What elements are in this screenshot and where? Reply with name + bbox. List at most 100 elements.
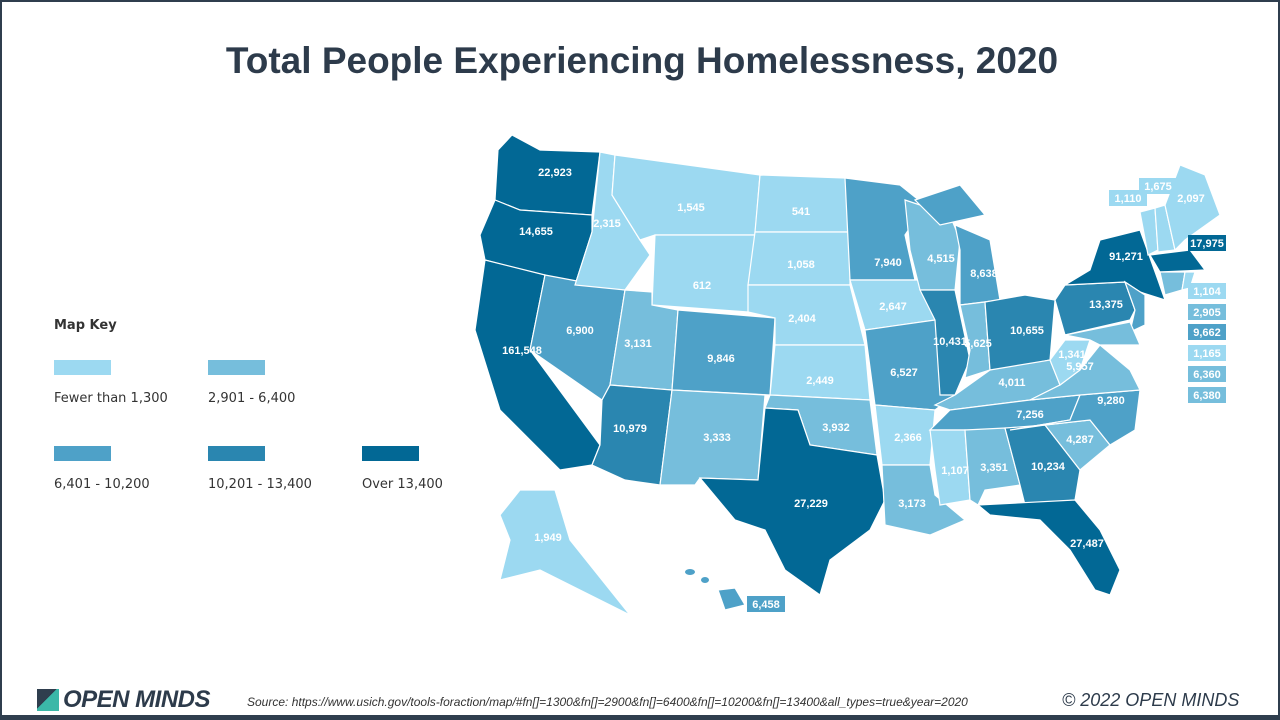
state-mi xyxy=(913,184,987,226)
key-swatch xyxy=(208,360,265,375)
source-prefix: Source: xyxy=(247,695,292,709)
state-value-il: 10,431 xyxy=(933,336,967,348)
logo-text: OPEN MINDS xyxy=(63,686,211,713)
callout-box-de xyxy=(1188,345,1226,361)
key-swatch xyxy=(362,446,419,461)
state-value-mn: 7,940 xyxy=(874,257,902,269)
key-label: 6,401 - 10,200 xyxy=(54,477,150,492)
key-item: 6,401 - 10,200 xyxy=(54,446,150,492)
footer: OPEN MINDS Source: https://www.usich.gov… xyxy=(2,684,1280,714)
state-value-oh: 10,655 xyxy=(1010,325,1044,337)
state-wv xyxy=(1049,339,1091,386)
state-value-ak: 1,949 xyxy=(534,532,562,544)
state-in xyxy=(959,301,991,379)
key-label: 2,901 - 6,400 xyxy=(208,391,296,406)
state-value-wy: 612 xyxy=(693,280,711,292)
page-title: Total People Experiencing Homelessness, … xyxy=(225,40,1059,81)
callout-box-dc xyxy=(1188,387,1226,403)
callout-box-nh xyxy=(1139,178,1177,194)
state-value-ia: 2,647 xyxy=(879,301,907,313)
state-value-co: 9,846 xyxy=(707,353,735,365)
state-value-az: 10,979 xyxy=(613,423,647,435)
state-value-va: 5,957 xyxy=(1066,361,1094,373)
state-value-pa: 13,375 xyxy=(1089,299,1123,311)
key-item: Over 13,400 xyxy=(362,446,443,492)
copyright: © 2022 OPEN MINDS xyxy=(1062,690,1240,710)
callout-box-nj xyxy=(1188,324,1226,340)
state-value-tn: 7,256 xyxy=(1016,409,1044,421)
state-value-de: 1,165 xyxy=(1193,348,1221,360)
state-value-wa: 22,923 xyxy=(538,167,572,179)
callout-box-vt xyxy=(1109,190,1147,206)
state-value-dc: 6,380 xyxy=(1193,390,1221,402)
state-value-ny: 91,271 xyxy=(1109,251,1143,263)
map-key-title: Map Key xyxy=(54,318,117,333)
state-value-id: 2,315 xyxy=(593,218,621,230)
state-me xyxy=(1164,164,1221,252)
state-fl xyxy=(976,499,1121,596)
state-hi xyxy=(717,587,746,611)
state-value-mi: 8,638 xyxy=(970,268,998,280)
state-value-ca: 161,548 xyxy=(502,345,542,357)
state-value-ks: 2,449 xyxy=(806,375,834,387)
state-value-nh: 1,675 xyxy=(1144,181,1172,193)
callout-box-ct xyxy=(1188,304,1226,320)
state-value-wi: 4,515 xyxy=(927,253,955,265)
state-value-al: 3,351 xyxy=(980,462,1008,474)
open-minds-logo: OPEN MINDS xyxy=(37,686,211,714)
state-value-ma: 17,975 xyxy=(1190,238,1224,250)
state-nd xyxy=(754,174,851,233)
state-value-ga: 10,234 xyxy=(1031,461,1066,473)
state-value-ri: 1,104 xyxy=(1193,286,1221,298)
state-value-or: 14,655 xyxy=(519,226,553,238)
state-value-ne: 2,404 xyxy=(788,313,816,325)
state-value-sd: 1,058 xyxy=(787,259,815,271)
state-wy xyxy=(651,234,756,313)
state-md xyxy=(1064,321,1141,346)
key-item: 2,901 - 6,400 xyxy=(208,360,295,406)
state-value-ar: 2,366 xyxy=(894,432,922,444)
key-item: 10,201 - 13,400 xyxy=(208,446,312,492)
source-note: Source: https://www.usich.gov/tools-fora… xyxy=(247,695,968,709)
key-item: Fewer than 1,300 xyxy=(54,360,168,406)
callout-box-ma xyxy=(1188,235,1226,251)
state-value-tx: 27,229 xyxy=(794,498,828,510)
state-ks xyxy=(769,344,871,401)
state-value-sc: 4,287 xyxy=(1066,434,1094,446)
state-value-mt: 1,545 xyxy=(677,202,705,214)
state-value-in: 5,625 xyxy=(964,338,992,350)
state-value-ut: 3,131 xyxy=(624,338,652,350)
state-value-nc: 9,280 xyxy=(1097,395,1125,407)
state-value-md: 6,360 xyxy=(1193,369,1221,381)
key-label: Fewer than 1,300 xyxy=(54,391,168,406)
state-value-ok: 3,932 xyxy=(822,422,850,434)
state-ct xyxy=(1159,271,1186,296)
state-la xyxy=(881,464,967,536)
callout-box-hi xyxy=(747,596,785,612)
state-value-me: 2,097 xyxy=(1177,193,1205,205)
key-label: 10,201 - 13,400 xyxy=(208,477,312,492)
key-swatch xyxy=(54,446,111,461)
state-value-ky: 4,011 xyxy=(999,377,1026,389)
state-hi-island xyxy=(685,569,695,575)
callout-box-ri xyxy=(1188,283,1226,299)
key-swatch xyxy=(54,360,111,375)
state-value-nv: 6,900 xyxy=(566,325,594,337)
state-mi xyxy=(954,223,1001,306)
state-value-ct: 2,905 xyxy=(1193,307,1221,319)
state-ak xyxy=(499,489,631,616)
state-mt xyxy=(611,154,761,241)
state-hi-island xyxy=(701,577,709,583)
state-tx xyxy=(698,407,886,596)
state-value-fl: 27,487 xyxy=(1070,538,1104,550)
map-key: Map Key Fewer than 1,300 2,901 - 6,400 6… xyxy=(54,318,474,508)
source-link[interactable]: https://www.usich.gov/tools-foraction/ma… xyxy=(291,695,968,709)
state-ms xyxy=(929,429,971,506)
state-az xyxy=(591,384,673,486)
state-value-ms: 1,107 xyxy=(941,465,969,477)
state-nc xyxy=(1009,389,1141,446)
state-value-nd: 541 xyxy=(792,206,810,218)
key-swatch xyxy=(208,446,265,461)
